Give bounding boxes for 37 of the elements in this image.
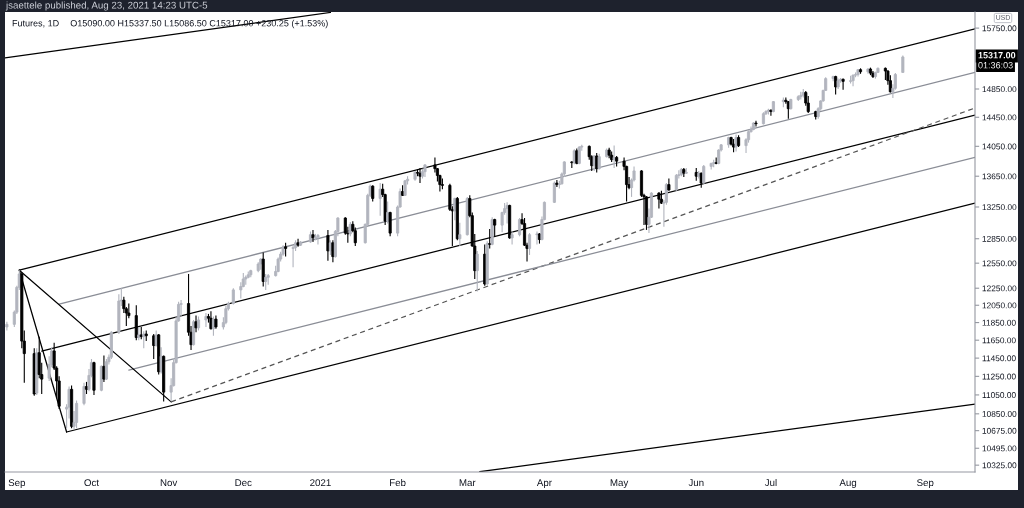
text: 15317.00 xyxy=(978,52,1016,59)
y-tick-label: 12050.00 xyxy=(982,302,1017,309)
y-tick-label: 14050.00 xyxy=(982,143,1017,150)
y-tick-label: 11850.00 xyxy=(982,319,1016,326)
y-tick-label: 15750.00 xyxy=(982,25,1017,32)
y-tick-label: 10495.00 xyxy=(982,445,1017,452)
text: Futures, 1D xyxy=(12,20,59,28)
y-tick-label: 11050.00 xyxy=(982,392,1016,399)
y-tick-label: 11250.00 xyxy=(982,373,1016,380)
x-tick-label: 2021 xyxy=(310,479,331,487)
text: jsaettele published, Aug 23, 2021 14:23 UTC-5 xyxy=(5,1,208,11)
text: 01:36:03 xyxy=(978,62,1013,69)
y-tick-label: 13250.00 xyxy=(982,204,1017,211)
x-tick-label: Sep xyxy=(917,479,934,489)
y-tick-label: 12250.00 xyxy=(982,285,1017,292)
x-tick-label: Sep xyxy=(8,479,26,489)
x-tick-label: Mar xyxy=(459,479,476,487)
x-tick-label: Jun xyxy=(688,479,704,487)
y-tick-label: 11450.00 xyxy=(982,355,1016,362)
x-tick-label: Feb xyxy=(390,478,406,487)
y-tick-label: 12850.00 xyxy=(982,235,1017,242)
x-tick-label: Aug xyxy=(839,479,857,489)
y-tick-label: 13650.00 xyxy=(982,173,1017,180)
y-tick-label: 10850.00 xyxy=(982,411,1017,417)
x-tick-label: Apr xyxy=(536,479,552,489)
y-tick-label: 14450.00 xyxy=(982,114,1017,121)
x-tick-label: Dec xyxy=(235,479,252,487)
text: O15090.00 H15337.50 L15086.50 C15317.00 +230.25 (+1.53%) xyxy=(70,19,328,29)
y-tick-label: 10325.00 xyxy=(982,462,1017,469)
x-tick-label: May xyxy=(610,479,629,489)
x-tick-label: Nov xyxy=(160,479,178,487)
y-tick-label: 10675.00 xyxy=(982,427,1017,434)
x-tick-label: Jul xyxy=(764,478,777,487)
y-tick-label: 12550.00 xyxy=(982,260,1017,267)
x-tick-label: Oct xyxy=(84,479,99,487)
y-tick-label: 14850.00 xyxy=(982,86,1017,93)
y-tick-label: 11650.00 xyxy=(982,337,1016,344)
